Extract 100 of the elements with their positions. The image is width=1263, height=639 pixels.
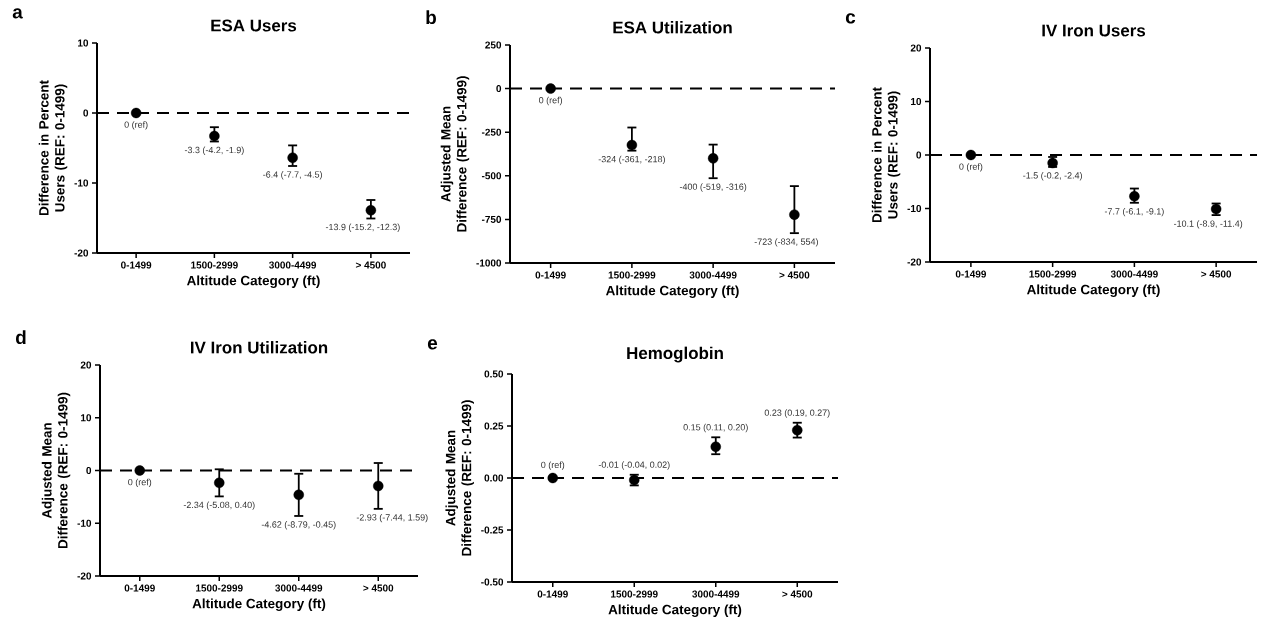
y-tick-label: -1000	[476, 259, 502, 267]
point	[707, 153, 719, 164]
x-axis-title: Altitude Category (ft)	[608, 604, 742, 618]
data-label: 0.23 (0.19, 0.27)	[764, 409, 830, 418]
y-tick-label: 250	[485, 41, 502, 49]
x-tick-label: 1500-2999	[191, 261, 238, 269]
x-tick-label: 3000-4499	[689, 271, 737, 279]
data-label: -1.5 (-0.2, -2.4)	[1023, 172, 1082, 181]
y-tick-label: 0	[496, 85, 502, 93]
x-tick-label: > 4500	[363, 584, 394, 592]
point	[287, 152, 298, 163]
y-axis-title: Difference in Percent Users (REF: 0-1499)	[38, 80, 68, 216]
text: d	[15, 330, 26, 345]
x-tick-label: 0-1499	[124, 584, 155, 592]
y-tick-label: -10	[77, 519, 92, 527]
data-label: -6.4 (-7.7, -4.5)	[263, 171, 322, 180]
y-tick-label: 0	[916, 151, 922, 159]
y-tick-label: -0.25	[481, 526, 504, 534]
y-tick-label: -10	[74, 179, 89, 187]
x-tick-label: > 4500	[355, 261, 386, 269]
chart-title: ESA Utilization	[613, 21, 732, 34]
x-tick-label: 0-1499	[955, 270, 987, 278]
y-tick-label: 0.25	[484, 422, 504, 430]
x-tick-label: 0-1499	[537, 590, 568, 598]
y-tick-label: 0	[86, 466, 92, 475]
x-axis-title: Altitude Category (ft)	[192, 598, 326, 612]
y-tick-label: 0	[83, 109, 89, 117]
point	[373, 480, 384, 492]
x-tick-label: 0-1499	[535, 271, 566, 279]
y-tick-label: -250	[481, 128, 502, 136]
y-axis-title: Adjusted Mean Difference (REF: 0-1499)	[445, 400, 474, 556]
data-label: -10.1 (-8.9, -11.4)	[1173, 220, 1243, 229]
y-tick-label: -750	[481, 215, 502, 223]
y-tick-label: -20	[907, 258, 922, 266]
x-axis-title: Altitude Category (ft)	[186, 275, 320, 289]
data-label: -723 (-834, 554)	[754, 238, 818, 247]
x-tick-label: 3000-4499	[692, 590, 740, 598]
x-tick-label: 1500-2999	[608, 271, 656, 279]
point	[626, 139, 638, 151]
chart-title: ESA Users	[211, 19, 297, 32]
point	[545, 83, 556, 94]
text: b	[426, 10, 436, 25]
data-label: 0 (ref)	[541, 461, 565, 470]
y-axis-title: Adjusted Mean Difference (REF: 0-1499)	[440, 76, 470, 232]
y-tick-label: -10	[907, 204, 922, 213]
point	[293, 489, 304, 501]
data-label: -2.93 (-7.44, 1.59)	[356, 513, 428, 523]
x-tick-label: 1500-2999	[1029, 270, 1077, 278]
y-axis-title: Adjusted Mean Difference (REF: 0-1499)	[41, 392, 71, 549]
point	[365, 205, 377, 216]
data-label: -2.34 (-5.08, 0.40)	[183, 501, 255, 510]
x-tick-label: > 4500	[779, 271, 810, 279]
point	[134, 465, 145, 476]
y-tick-label: 10	[81, 414, 92, 422]
y-tick-label: 0.00	[484, 474, 504, 482]
x-axis-title: Altitude Category (ft)	[605, 285, 739, 299]
x-tick-label: 3000-4499	[1110, 270, 1158, 278]
x-tick-label: > 4500	[1201, 270, 1232, 278]
x-tick-label: 1500-2999	[611, 590, 658, 598]
point	[547, 472, 558, 484]
data-label: 0 (ref)	[128, 478, 152, 488]
y-tick-label: -20	[74, 249, 89, 257]
data-label: -324 (-361, -218)	[598, 155, 665, 165]
point	[214, 477, 225, 489]
y-tick-label: -0.50	[481, 578, 504, 586]
chart-title: Hemoglobin	[627, 346, 723, 363]
text: c	[845, 13, 856, 24]
data-label: 0 (ref)	[959, 163, 983, 172]
point	[209, 130, 220, 142]
point	[965, 149, 977, 161]
data-label: 0 (ref)	[539, 96, 563, 106]
y-axis-title: Difference in Percent Users (REF: 0-1499)	[871, 87, 901, 223]
y-tick-label: -20	[77, 572, 92, 580]
data-label: -4.62 (-8.79, -0.45)	[261, 521, 336, 530]
y-tick-label: 20	[910, 44, 922, 52]
x-tick-label: 3000-4499	[275, 584, 323, 592]
data-label: -3.3 (-4.2, -1.9)	[184, 146, 244, 155]
x-tick-label: > 4500	[782, 590, 813, 598]
chart-title: IV Iron Users	[1042, 24, 1146, 37]
chart-title: IV Iron Utilization	[190, 341, 328, 354]
data-label: -13.9 (-15.2, -12.3)	[325, 223, 400, 232]
x-axis-title: Altitude Category (ft)	[1026, 284, 1160, 298]
point	[710, 441, 721, 452]
data-label: 0 (ref)	[124, 121, 148, 130]
y-tick-label: 0.50	[484, 370, 504, 378]
y-tick-label: 20	[80, 361, 92, 369]
point	[130, 107, 142, 119]
data-label: -0.01 (-0.04, 0.02)	[598, 461, 670, 470]
data-label: -400 (-519, -316)	[679, 183, 747, 192]
x-tick-label: 1500-2999	[196, 584, 243, 592]
x-tick-label: 0-1499	[121, 261, 152, 269]
data-label: -7.7 (-6.1, -9.1)	[1104, 207, 1164, 217]
text: e	[427, 339, 438, 350]
y-tick-label: 10	[78, 39, 89, 47]
x-tick-label: 3000-4499	[269, 261, 317, 269]
y-tick-label: 10	[911, 97, 922, 106]
text: a	[12, 8, 23, 19]
point	[789, 209, 800, 220]
data-label: 0.15 (0.11, 0.20)	[683, 423, 748, 433]
y-tick-label: -500	[481, 172, 502, 180]
